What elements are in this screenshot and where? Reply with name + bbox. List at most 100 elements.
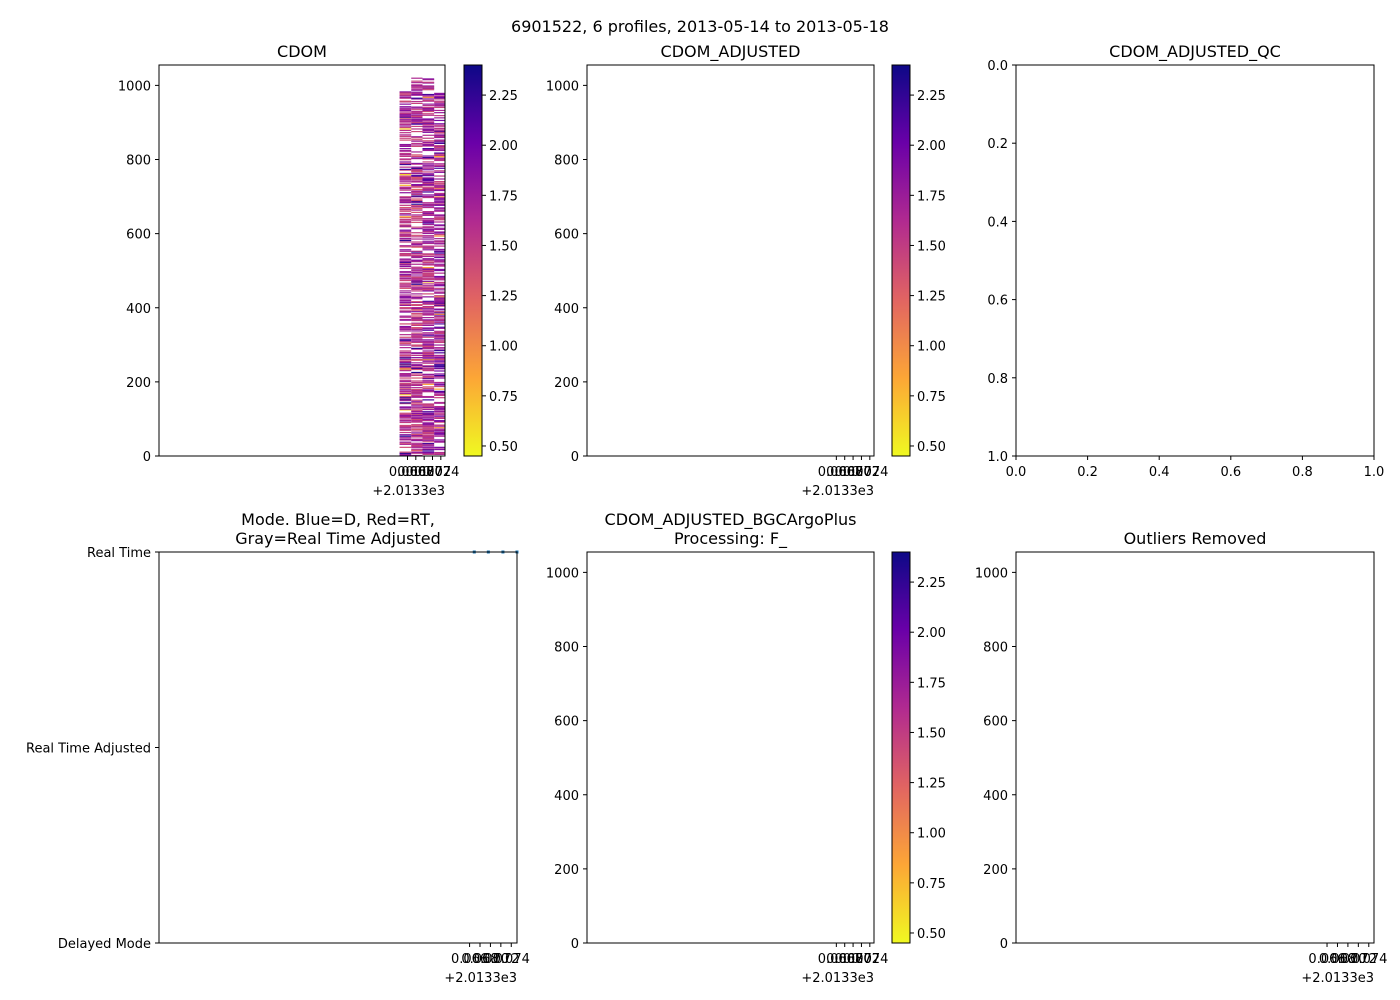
heatmap-cell <box>422 275 435 277</box>
heatmap-cell <box>434 453 445 455</box>
heatmap-cell <box>399 134 412 136</box>
heatmap-cell <box>399 94 412 96</box>
heatmap-cell <box>434 355 445 357</box>
heatmap-cell <box>434 308 445 310</box>
heatmap-cell <box>399 126 412 129</box>
heatmap-cell <box>422 96 435 99</box>
heatmap-cell <box>422 137 435 139</box>
heatmap-cell <box>411 116 423 119</box>
heatmap-cell <box>422 411 435 413</box>
heatmap-cell <box>411 252 423 255</box>
heatmap-cell <box>422 305 435 308</box>
heatmap-cell <box>411 205 423 207</box>
heatmap-cell <box>411 435 423 437</box>
heatmap-cell <box>434 350 445 352</box>
heatmap-cell <box>411 307 423 309</box>
heatmap-cell <box>434 338 445 340</box>
heatmap-cell <box>399 327 412 329</box>
heatmap-cell <box>411 272 423 274</box>
heatmap-cell <box>434 208 445 210</box>
heatmap-cell <box>399 263 412 265</box>
heatmap-cell <box>411 122 423 124</box>
heatmap-cell <box>399 179 412 181</box>
heatmap-cell <box>399 241 412 243</box>
heatmap-cell <box>434 256 445 259</box>
heatmap-cell <box>422 109 435 112</box>
heatmap-cell <box>422 105 435 107</box>
heatmap-cell <box>411 332 423 334</box>
heatmap-cell <box>434 131 445 133</box>
heatmap-cell <box>434 124 445 126</box>
heatmap-cell <box>422 348 435 350</box>
heatmap-cell <box>411 347 423 349</box>
heatmap-cell <box>399 446 412 448</box>
heatmap-cell <box>399 297 412 299</box>
heatmap-cell <box>422 113 435 115</box>
panel-title-line: CDOM_ADJUSTED_BGCArgoPlus <box>605 510 857 530</box>
heatmap-cell <box>399 115 412 117</box>
heatmap-cell <box>411 158 423 160</box>
heatmap-cell <box>399 408 412 410</box>
heatmap-cell <box>434 92 445 94</box>
heatmap-cell <box>434 149 445 151</box>
heatmap-cell <box>422 359 435 361</box>
heatmap-cell <box>411 176 423 179</box>
heatmap-cell <box>411 209 423 211</box>
heatmap-cell <box>422 379 435 381</box>
heatmap-cell <box>422 283 435 285</box>
heatmap-cell <box>399 279 412 282</box>
heatmap-cell <box>434 165 445 168</box>
heatmap-cell <box>422 140 435 142</box>
heatmap-cell <box>434 145 445 147</box>
heatmap-cell <box>411 139 423 141</box>
heatmap-cell <box>411 261 423 263</box>
heatmap-cell <box>411 354 423 357</box>
colorbar-tick-label: 1.00 <box>489 340 518 355</box>
y-tick-label: 0 <box>571 450 579 465</box>
heatmap-cell <box>434 365 445 368</box>
heatmap-cell <box>411 276 423 279</box>
heatmap-cell <box>434 412 445 414</box>
heatmap-cell <box>434 261 445 263</box>
heatmap-cell <box>422 96 435 98</box>
heatmap-cell <box>399 342 412 345</box>
heatmap-cell <box>422 373 435 375</box>
heatmap-cell <box>399 308 412 310</box>
heatmap-cell <box>422 365 435 368</box>
heatmap-cell <box>422 324 435 327</box>
heatmap-cell <box>422 441 435 443</box>
axes-frame <box>158 551 518 944</box>
heatmap-cell <box>434 145 445 147</box>
colorbar-tick-label: 1.50 <box>917 239 946 254</box>
heatmap-cell <box>399 92 412 94</box>
heatmap-cell <box>411 389 423 391</box>
heatmap-cell <box>434 446 445 448</box>
heatmap-cell <box>411 450 423 452</box>
heatmap-cell <box>434 194 445 196</box>
heatmap-cell <box>422 352 435 355</box>
heatmap-cell <box>422 383 435 385</box>
heatmap-cell <box>434 431 445 434</box>
heatmap-cell <box>399 330 412 332</box>
heatmap-cell <box>399 310 412 312</box>
heatmap-cell <box>411 330 423 332</box>
heatmap-cell <box>434 209 445 211</box>
heatmap-cell <box>422 288 435 290</box>
heatmap-cell <box>422 205 435 207</box>
heatmap-cell <box>434 300 445 302</box>
heatmap-cell <box>422 425 435 428</box>
heatmap-cell <box>399 188 412 190</box>
heatmap-cell <box>422 332 435 334</box>
colorbar-tick-label: 0.75 <box>917 877 946 892</box>
heatmap-cell <box>434 407 445 410</box>
heatmap-cell <box>411 415 423 417</box>
heatmap-cell <box>399 283 412 285</box>
heatmap-cell <box>399 377 412 379</box>
x-offset-label: +2.0133e3 <box>372 484 445 499</box>
heatmap-cell <box>399 311 412 313</box>
heatmap-cell <box>434 129 445 131</box>
x-tick-label: 0.068 <box>826 952 863 967</box>
heatmap-cell <box>411 191 423 193</box>
heatmap-cell <box>422 191 435 193</box>
